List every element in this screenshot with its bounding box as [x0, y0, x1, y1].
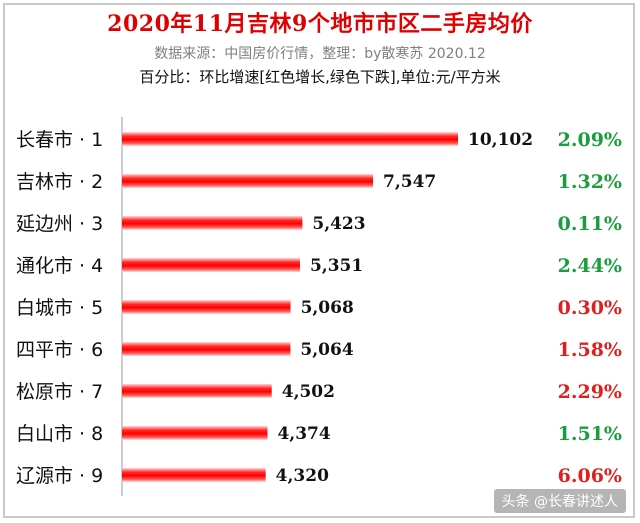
bar-value-label: 4,502 — [282, 382, 335, 402]
growth-rate-label: 0.11% — [558, 213, 622, 235]
category-label: 四平市 · 6 — [16, 339, 103, 361]
bar-value-label: 4,320 — [276, 466, 329, 486]
bar-value-label: 5,068 — [301, 298, 354, 318]
chart-note: 百分比：环比增速[红色增长,绿色下跌],单位:元/平方米 — [139, 68, 501, 86]
growth-rate-label: 2.09% — [558, 129, 622, 151]
bar — [122, 216, 303, 230]
category-label: 白城市 · 5 — [16, 297, 103, 319]
category-label: 通化市 · 4 — [16, 255, 103, 277]
category-label: 延边州 · 3 — [16, 213, 103, 235]
bar-value-label: 5,064 — [300, 340, 353, 360]
watermark: 头条 @长春讲述人 — [493, 489, 626, 513]
bar — [122, 132, 458, 146]
growth-rate-label: 1.51% — [558, 423, 622, 445]
bar-value-label: 5,423 — [312, 214, 365, 234]
bar — [122, 342, 291, 356]
chart-subtitle: 数据来源：中国房价行情，整理：by散寒苏 2020.12 — [154, 46, 486, 62]
growth-rate-label: 6.06% — [558, 465, 622, 487]
bar-value-label: 10,102 — [468, 130, 533, 150]
bar — [122, 300, 291, 314]
growth-rate-label: 2.29% — [558, 381, 622, 403]
bar — [122, 468, 266, 482]
category-label: 长春市 · 1 — [16, 129, 103, 151]
growth-rate-label: 0.30% — [558, 297, 622, 319]
bar — [122, 174, 374, 188]
growth-rate-label: 1.58% — [558, 339, 622, 361]
category-label: 松原市 · 7 — [16, 381, 103, 403]
bar-value-label: 5,351 — [310, 256, 363, 276]
category-label: 白山市 · 8 — [16, 423, 103, 445]
chart-frame — [3, 3, 635, 518]
bar — [122, 426, 268, 440]
bar — [122, 384, 272, 398]
bar — [122, 258, 300, 272]
growth-rate-label: 1.32% — [558, 171, 622, 193]
bar-value-label: 7,547 — [383, 172, 436, 192]
category-label: 吉林市 · 2 — [16, 171, 103, 193]
chart-title: 2020年11月吉林9个地市市区二手房均价 — [107, 11, 533, 37]
bar-value-label: 4,374 — [277, 424, 330, 444]
growth-rate-label: 2.44% — [558, 255, 622, 277]
category-label: 辽源市 · 9 — [16, 465, 103, 487]
